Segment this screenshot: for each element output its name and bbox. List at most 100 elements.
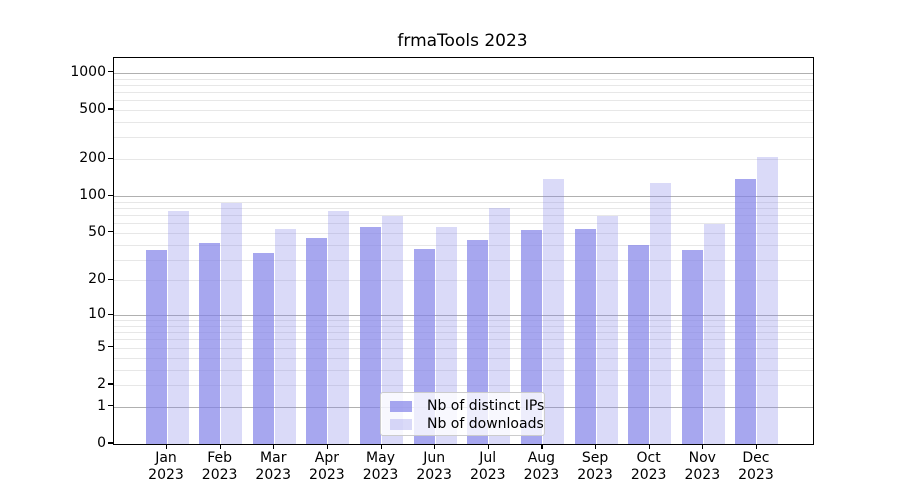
y-tick-mark [108,71,113,73]
minor-gridline [114,347,813,349]
bar-distinct-ips-jan [145,250,167,444]
bar-distinct-ips-dec [735,179,757,444]
bar-downloads-sep [596,215,618,444]
x-tick-label-jul: Jul 2023 [469,450,506,483]
bar-distinct-ips-feb [199,243,221,444]
minor-gridline [114,78,813,80]
y-tick-label-2: 2 [97,375,106,392]
y-tick-label-200: 200 [79,150,106,167]
minor-gridline [114,201,813,203]
bar-downloads-may [382,215,404,444]
legend-swatch-distinct-ips [390,400,412,412]
bar-downloads-jul [489,207,511,444]
minor-gridline [114,339,813,341]
minor-gridline [114,110,813,112]
legend-row-downloads: Nb of downloads [390,415,544,433]
y-tick-label-50: 50 [88,223,106,240]
bar-downloads-oct [650,183,672,444]
x-tick-label-aug: Aug 2023 [523,450,560,483]
legend: Nb of distinct IPs Nb of downloads [380,392,545,436]
minor-gridline [114,159,813,161]
minor-gridline [114,259,813,261]
bar-distinct-ips-sep [574,228,596,444]
y-tick-mark [108,313,113,315]
x-tick-label-sep: Sep 2023 [577,450,613,483]
x-tick-mark [541,444,543,449]
bar-distinct-ips-mar [252,253,274,444]
x-tick-label-mar: Mar 2023 [255,450,292,483]
minor-gridline [114,325,813,327]
minor-gridline [114,369,813,371]
minor-gridline [114,84,813,86]
y-tick-mark [108,278,113,281]
y-tick-mark [108,108,113,110]
bar-downloads-mar [274,228,296,444]
minor-gridline [114,357,813,359]
y-tick-mark [108,346,113,348]
x-tick-label-dec: Dec 2023 [738,450,774,483]
minor-gridline [114,320,813,322]
x-tick-mark [648,444,650,449]
minor-gridline [114,332,813,334]
y-tick-mark [108,194,113,196]
bar-downloads-apr [328,210,350,444]
chart-title: frmaTools 2023 [397,31,528,51]
minor-gridline [114,223,813,225]
x-tick-mark [702,444,704,449]
bar-downloads-feb [221,202,243,444]
bar-distinct-ips-apr [306,238,328,444]
y-tick-mark [108,383,113,385]
legend-label-distinct-ips: Nb of distinct IPs [427,398,545,414]
minor-gridline [114,232,813,234]
minor-gridline [114,384,813,386]
y-tick-label-100: 100 [79,187,106,204]
x-tick-mark [166,444,168,449]
legend-row-distinct-ips: Nb of distinct IPs [390,397,544,415]
y-tick-label-0: 0 [97,435,106,451]
bar-distinct-ips-oct [628,244,650,444]
bar-distinct-ips-nov [681,250,703,444]
y-tick-label-1000: 1000 [70,63,106,80]
y-tick-label-500: 500 [79,101,106,118]
bar-distinct-ips-aug [520,229,542,444]
legend-label-downloads: Nb of downloads [427,416,544,432]
bar-downloads-dec [757,156,779,444]
y-tick-mark [108,405,113,407]
minor-gridline [114,244,813,246]
minor-gridline [114,137,813,139]
legend-swatch-downloads [390,418,412,430]
x-tick-mark [273,444,275,449]
y-tick-label-1: 1 [97,397,106,414]
x-tick-mark [380,444,382,449]
y-tick-mark [108,231,113,233]
y-tick-label-10: 10 [88,306,106,323]
x-tick-mark [434,444,436,449]
x-tick-label-jan: Jan 2023 [148,450,184,483]
x-tick-label-may: May 2023 [362,450,399,483]
plot-area [113,57,814,445]
minor-gridline [114,92,813,94]
bar-downloads-aug [542,178,564,444]
major-gridline [114,315,813,317]
x-tick-label-feb: Feb 2023 [201,450,238,483]
bar-downloads-nov [703,224,725,444]
x-tick-label-nov: Nov 2023 [684,450,721,483]
x-tick-mark [487,444,489,449]
bar-downloads-jan [167,211,189,444]
x-tick-label-jun: Jun 2023 [416,450,452,483]
y-tick-mark [108,157,113,159]
x-tick-mark [326,444,329,449]
x-tick-label-oct: Oct 2023 [630,450,667,483]
minor-gridline [114,100,813,102]
y-tick-label-5: 5 [97,338,106,355]
x-tick-mark [219,444,221,449]
minor-gridline [114,280,813,282]
minor-gridline [114,122,813,124]
y-tick-mark [108,442,113,444]
major-gridline [114,72,813,74]
bar-downloads-jun [435,226,457,444]
x-tick-label-apr: Apr 2023 [309,450,345,483]
x-tick-mark [755,444,758,449]
major-gridline [114,196,813,198]
